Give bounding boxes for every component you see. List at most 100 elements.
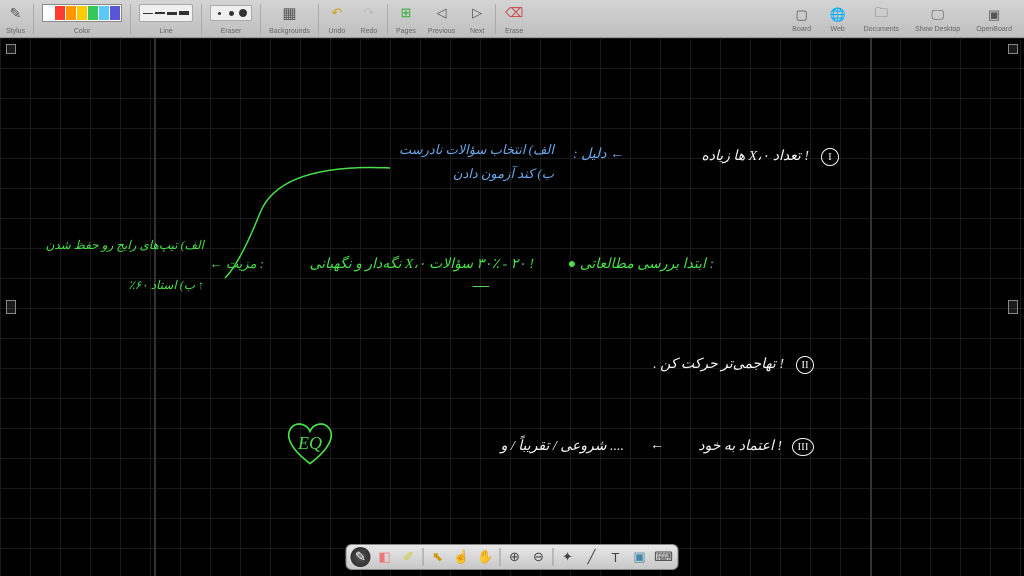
next-group[interactable]: ▷ Next bbox=[461, 0, 493, 37]
documents-label: Documents bbox=[864, 26, 899, 33]
swatch-green[interactable] bbox=[88, 6, 98, 20]
pages-group[interactable]: ⊞ Pages bbox=[390, 0, 422, 37]
color-swatches[interactable] bbox=[42, 4, 122, 22]
stylus-group[interactable]: ✎ Stylus bbox=[0, 0, 31, 37]
swatch-blue[interactable] bbox=[99, 6, 109, 20]
text-tool[interactable]: T bbox=[606, 547, 626, 567]
line-thick[interactable] bbox=[167, 6, 177, 20]
separator bbox=[553, 548, 554, 566]
previous-group[interactable]: ◁ Previous bbox=[422, 0, 461, 37]
annotation-1-number: I bbox=[821, 148, 839, 166]
top-toolbar: ✎ Stylus Color Line bbox=[0, 0, 1024, 38]
annotation-4-number: III bbox=[792, 438, 814, 456]
line-group[interactable]: Line bbox=[133, 0, 199, 37]
pages-label: Pages bbox=[396, 28, 416, 35]
board-icon: ▢ bbox=[792, 5, 812, 25]
undo-group[interactable]: ↶ Undo bbox=[321, 0, 353, 37]
openboard-group[interactable]: ▣ OpenBoard bbox=[970, 2, 1018, 35]
zoom-out-tool[interactable]: ⊖ bbox=[529, 547, 549, 567]
annotation-2-underline bbox=[473, 276, 490, 288]
backgrounds-label: Backgrounds bbox=[269, 28, 310, 35]
annotation-2-mid: ! ۲۰ - ۳۰٪ سؤالات ۰،X نگه‌دار و نگهبانی bbox=[309, 256, 534, 273]
page-divider-right bbox=[870, 38, 872, 576]
handle-mid-left[interactable] bbox=[6, 300, 16, 314]
line-label: Line bbox=[159, 28, 172, 35]
openboard-icon: ▣ bbox=[984, 5, 1004, 25]
next-icon: ▷ bbox=[467, 3, 487, 23]
eraser-tool[interactable]: ◧ bbox=[375, 547, 395, 567]
swatch-red[interactable] bbox=[55, 6, 65, 20]
hand-interact-tool[interactable]: ☝ bbox=[452, 547, 472, 567]
line-options[interactable] bbox=[139, 4, 193, 22]
annotation-2-lb: ↑ ب) استاد ۶۰٪ bbox=[128, 278, 204, 293]
documents-icon: 🗀 bbox=[871, 5, 891, 25]
color-label: Color bbox=[74, 28, 91, 35]
redo-label: Redo bbox=[361, 28, 378, 35]
handle-mid-right[interactable] bbox=[1008, 300, 1018, 314]
eraser-m[interactable] bbox=[226, 7, 236, 19]
eraser-s[interactable] bbox=[214, 7, 224, 19]
color-group[interactable]: Color bbox=[36, 0, 128, 37]
annotation-4-white-b: .... شروعی / تقریباً / و bbox=[501, 438, 624, 455]
eraser-l[interactable] bbox=[238, 7, 248, 19]
line-med[interactable] bbox=[155, 6, 165, 20]
annotation-1-blue-b: ب) کند آزمون دادن bbox=[453, 166, 554, 182]
separator bbox=[33, 4, 34, 34]
selector-tool[interactable]: ⬉ bbox=[428, 547, 448, 567]
line-tool[interactable]: ╱ bbox=[582, 547, 602, 567]
openboard-label: OpenBoard bbox=[976, 26, 1012, 33]
highlighter-tool[interactable]: ✐ bbox=[399, 547, 419, 567]
swatch-yellow[interactable] bbox=[77, 6, 87, 20]
board-group[interactable]: ▢ Board bbox=[786, 2, 818, 35]
previous-label: Previous bbox=[428, 28, 455, 35]
stylus-icon: ✎ bbox=[7, 4, 25, 22]
hand-pan-tool[interactable]: ✋ bbox=[476, 547, 496, 567]
separator bbox=[500, 548, 501, 566]
keyboard-tool[interactable]: ⌨ bbox=[654, 547, 674, 567]
separator bbox=[201, 4, 202, 34]
canvas[interactable]: I ! تعداد ۰،X ها زیاده ← دلیل : الف) انت… bbox=[0, 38, 1024, 576]
line-thin[interactable] bbox=[143, 6, 153, 20]
documents-group[interactable]: 🗀 Documents bbox=[858, 2, 905, 35]
right-tools: ▢ Board 🌐 Web 🗀 Documents 🖵 Show Desktop… bbox=[786, 2, 1024, 35]
annotation-2-lead: : مزیت ← bbox=[210, 256, 264, 272]
bottom-toolbar: ✎ ◧ ✐ ⬉ ☝ ✋ ⊕ ⊖ ✦ ╱ T ▣ ⌨ bbox=[346, 544, 679, 570]
swatch-purple[interactable] bbox=[110, 6, 120, 20]
annotation-1-white: ! تعداد ۰،X ها زیاده bbox=[701, 148, 809, 165]
heart-eq: EQ bbox=[280, 418, 340, 468]
handle-top-right[interactable] bbox=[1008, 44, 1018, 54]
separator bbox=[423, 548, 424, 566]
laser-tool[interactable]: ✦ bbox=[558, 547, 578, 567]
annotation-2-la: الف) تیپ‌های رایج رو حفظ شدن bbox=[46, 238, 204, 253]
separator bbox=[495, 4, 496, 34]
annotation-1-blue-main: ← دلیل : bbox=[573, 146, 624, 163]
show-desktop-group[interactable]: 🖵 Show Desktop bbox=[909, 2, 966, 35]
web-label: Web bbox=[831, 26, 845, 33]
board-label: Board bbox=[792, 26, 811, 33]
handle-top-left[interactable] bbox=[6, 44, 16, 54]
annotation-3-number: II bbox=[796, 356, 814, 374]
annotation-4-arrow: ← bbox=[650, 438, 664, 454]
erase-label: Erase bbox=[505, 28, 523, 35]
separator bbox=[260, 4, 261, 34]
line-xthick[interactable] bbox=[179, 6, 189, 20]
annotation-3-white: ! تهاجمی‌تر حرکت کن . bbox=[653, 356, 784, 373]
annotation-2-right: : ابتدا بررسی مطالعاتی ● bbox=[568, 256, 714, 273]
eraser-options[interactable] bbox=[210, 5, 252, 21]
zoom-in-tool[interactable]: ⊕ bbox=[505, 547, 525, 567]
separator bbox=[130, 4, 131, 34]
redo-group[interactable]: ↷ Redo bbox=[353, 0, 385, 37]
separator bbox=[387, 4, 388, 34]
annotation-4-white-a: ! اعتماد به خود bbox=[698, 438, 782, 455]
swatch-white[interactable] bbox=[44, 6, 54, 20]
backgrounds-icon: ▦ bbox=[278, 2, 300, 24]
erase-group[interactable]: ⌫ Erase bbox=[498, 0, 530, 37]
eraser-group[interactable]: Eraser bbox=[204, 0, 258, 37]
backgrounds-group[interactable]: ▦ Backgrounds bbox=[263, 0, 316, 37]
swatch-orange[interactable] bbox=[66, 6, 76, 20]
web-group[interactable]: 🌐 Web bbox=[822, 2, 854, 35]
capture-tool[interactable]: ▣ bbox=[630, 547, 650, 567]
pen-tool[interactable]: ✎ bbox=[351, 547, 371, 567]
previous-icon: ◁ bbox=[432, 3, 452, 23]
undo-label: Undo bbox=[329, 28, 346, 35]
